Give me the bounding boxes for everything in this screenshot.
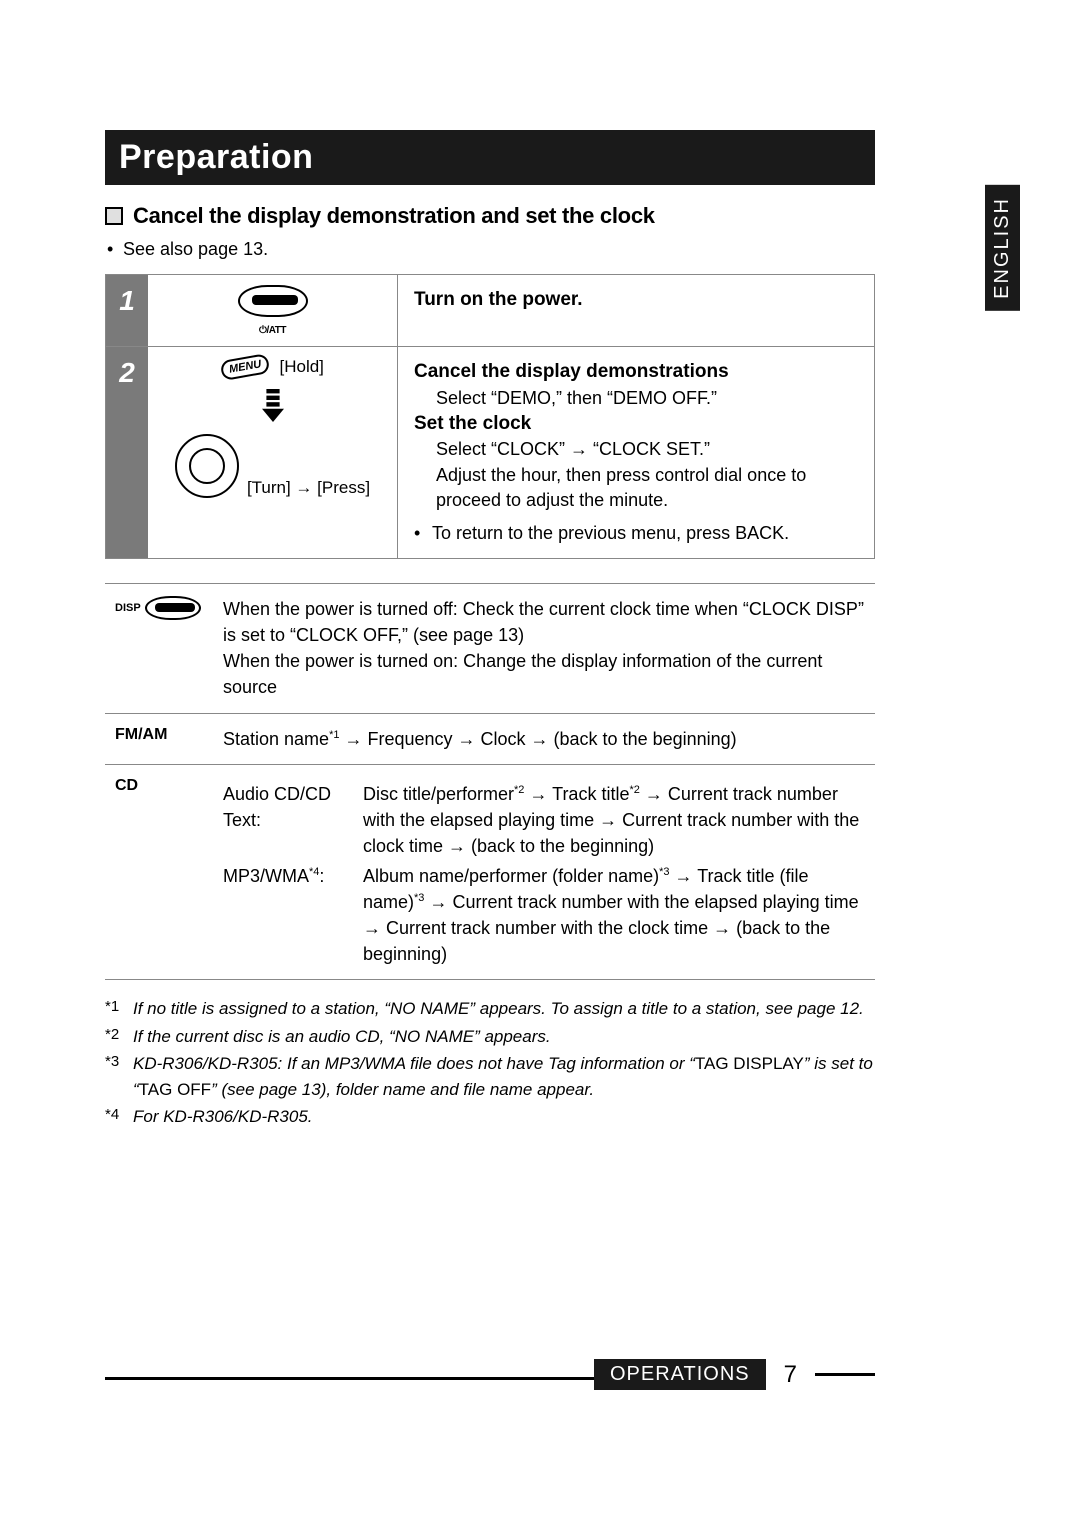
footnote-mark: *4 bbox=[105, 1104, 133, 1130]
set-clock-line1: Select “CLOCK” → “CLOCK SET.” bbox=[414, 437, 858, 462]
disp-label-cell: DISP bbox=[105, 584, 217, 712]
disp-label: DISP bbox=[115, 602, 141, 614]
disp-button-icon bbox=[145, 596, 201, 620]
cd-mp3-value: Album name/performer (folder name)*3 → T… bbox=[363, 863, 865, 967]
table-row: FM/AM Station name*1 → Frequency → Clock… bbox=[105, 714, 875, 765]
footnote-text: KD-R306/KD-R305: If an MP3/WMA file does… bbox=[133, 1051, 875, 1102]
display-info-table: DISP When the power is turned off: Check… bbox=[105, 583, 875, 980]
step1-title: Turn on the power. bbox=[414, 289, 583, 310]
footnote-ref-1: *1 bbox=[329, 729, 339, 741]
footnotes: *1 If no title is assigned to a station,… bbox=[105, 996, 875, 1130]
footer-rule-right bbox=[815, 1373, 875, 1376]
cd-seg: → Current track number with the elapsed … bbox=[363, 892, 859, 964]
footnote: *2 If the current disc is an audio CD, “… bbox=[105, 1024, 875, 1050]
footnote-ref-3: *3 bbox=[414, 892, 424, 904]
power-button-icon bbox=[238, 285, 308, 317]
footnote-text: If no title is assigned to a station, “N… bbox=[133, 996, 864, 1022]
step2-control-graphic: MENU [Hold] [Turn] → [Press] bbox=[156, 357, 389, 498]
cancel-demo-body: Select “DEMO,” then “DEMO OFF.” bbox=[414, 386, 858, 411]
footnote-ref-2: *2 bbox=[629, 784, 639, 796]
footnote-ref-2: *2 bbox=[514, 784, 524, 796]
footnote-mark: *1 bbox=[105, 996, 133, 1022]
footnote-text: For KD-R306/KD-R305. bbox=[133, 1104, 313, 1130]
control-dial-icon bbox=[175, 434, 239, 498]
footnote-mark: *3 bbox=[105, 1051, 133, 1102]
step-number-cell: 2 bbox=[106, 347, 148, 558]
step-number: 2 bbox=[119, 357, 135, 389]
cd-content: Audio CD/CD Text: Disc title/performer*2… bbox=[217, 765, 875, 980]
square-bullet-icon bbox=[105, 207, 123, 225]
power-button-label: ⏻/ATT bbox=[238, 325, 308, 336]
cd-label: CD bbox=[105, 765, 217, 980]
arrow-down-icon bbox=[262, 389, 284, 422]
footnote-ref-3: *3 bbox=[659, 866, 669, 878]
footnote: *4 For KD-R306/KD-R305. bbox=[105, 1104, 875, 1130]
step-instruction-cell: Turn on the power. bbox=[398, 275, 874, 346]
turn-press-label: [Turn] → [Press] bbox=[247, 478, 370, 498]
steps-table: 1 ⏻/ATT Turn on the power. 2 MENU bbox=[105, 274, 875, 559]
cd-audio-value: Disc title/performer*2 → Track title*2 →… bbox=[363, 781, 865, 859]
step-instruction-cell: Cancel the display demonstrations Select… bbox=[398, 347, 874, 558]
cd-seg: Album name/performer (folder name) bbox=[363, 866, 659, 886]
menu-button-icon: MENU bbox=[220, 353, 271, 381]
subtitle-row: Cancel the display demonstration and set… bbox=[105, 203, 875, 229]
step-row: 2 MENU [Hold] [Turn] bbox=[106, 347, 874, 558]
set-clock-line2: Adjust the hour, then press control dial… bbox=[414, 463, 858, 513]
step-control-cell: ⏻/ATT bbox=[148, 275, 398, 346]
table-row: CD Audio CD/CD Text: Disc title/performe… bbox=[105, 765, 875, 981]
fmam-text-post: → Frequency → Clock → (back to the begin… bbox=[339, 729, 736, 749]
cd-seg: Disc title/performer bbox=[363, 784, 514, 804]
cancel-demo-title: Cancel the display demonstrations bbox=[414, 361, 729, 382]
hold-label: [Hold] bbox=[279, 357, 323, 377]
fn3-b: TAG DISPLAY bbox=[695, 1054, 804, 1073]
footnote: *1 If no title is assigned to a station,… bbox=[105, 996, 875, 1022]
step-row: 1 ⏻/ATT Turn on the power. bbox=[106, 275, 874, 347]
power-button-graphic: ⏻/ATT bbox=[238, 285, 308, 336]
fn3-a: KD-R306/KD-R305: If an MP3/WMA file does… bbox=[133, 1054, 695, 1073]
footer-section-label: OPERATIONS bbox=[594, 1359, 766, 1390]
fmam-label: FM/AM bbox=[105, 714, 217, 764]
cd-mp3-label-colon: : bbox=[319, 866, 324, 886]
footnote-text: If the current disc is an audio CD, “NO … bbox=[133, 1024, 551, 1050]
fmam-content: Station name*1 → Frequency → Clock → (ba… bbox=[217, 714, 875, 764]
language-tab: ENGLISH bbox=[985, 185, 1020, 311]
cd-mp3-label-text: MP3/WMA bbox=[223, 866, 309, 886]
fmam-text-pre: Station name bbox=[223, 729, 329, 749]
step-number-cell: 1 bbox=[106, 275, 148, 346]
page-footer: OPERATIONS 7 bbox=[105, 1359, 875, 1390]
footnote-mark: *2 bbox=[105, 1024, 133, 1050]
cd-mp3-label: MP3/WMA*4: bbox=[223, 863, 363, 967]
set-clock-title: Set the clock bbox=[414, 413, 531, 434]
page-number: 7 bbox=[784, 1361, 797, 1389]
footnote: *3 KD-R306/KD-R305: If an MP3/WMA file d… bbox=[105, 1051, 875, 1102]
return-note: To return to the previous menu, press BA… bbox=[414, 521, 858, 546]
fn3-e: ” (see page 13), folder name and file na… bbox=[211, 1080, 594, 1099]
footnote-ref-4: *4 bbox=[309, 866, 319, 878]
see-also: See also page 13. bbox=[105, 239, 875, 260]
header-bar: Preparation bbox=[105, 130, 875, 185]
subtitle: Cancel the display demonstration and set… bbox=[133, 203, 655, 229]
table-row: DISP When the power is turned off: Check… bbox=[105, 584, 875, 713]
page-content: Preparation Cancel the display demonstra… bbox=[105, 130, 875, 1132]
cd-seg: → Track title bbox=[524, 784, 629, 804]
step-control-cell: MENU [Hold] [Turn] → [Press] bbox=[148, 347, 398, 558]
cd-audio-label: Audio CD/CD Text: bbox=[223, 781, 363, 859]
step-number: 1 bbox=[119, 285, 135, 317]
disp-content: When the power is turned off: Check the … bbox=[217, 584, 875, 712]
fn3-d: TAG OFF bbox=[139, 1080, 211, 1099]
